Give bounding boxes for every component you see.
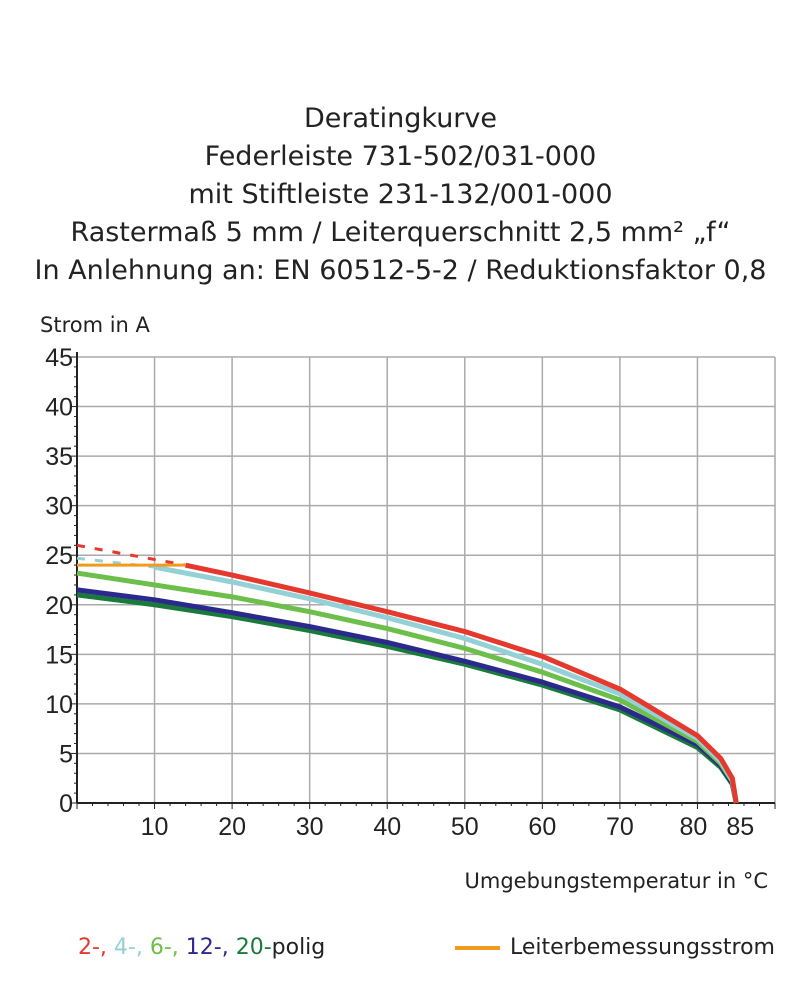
x-tick-label: 20 bbox=[218, 813, 246, 841]
y-tick-label: 5 bbox=[59, 740, 73, 768]
legend-entry: polig bbox=[271, 935, 326, 960]
y-tick-label: 30 bbox=[45, 493, 73, 521]
legend-entry: 4-, bbox=[106, 935, 143, 960]
x-axis-label: Umgebungstemperatur in °C bbox=[465, 869, 769, 893]
title-line: Rastermaß 5 mm / Leiterquerschnitt 2,5 m… bbox=[70, 217, 731, 248]
y-tick-label: 25 bbox=[45, 542, 73, 570]
y-tick-label: 10 bbox=[45, 691, 73, 719]
legend-entry: 6-, bbox=[142, 935, 179, 960]
chart-title: Deratingkurve Federleiste 731-502/031-00… bbox=[0, 100, 801, 290]
y-tick-label: 45 bbox=[45, 344, 73, 372]
legend-entry: 2-, bbox=[78, 935, 107, 960]
rated-current-swatch bbox=[455, 945, 500, 950]
y-tick-label: 40 bbox=[45, 394, 73, 422]
legend-entry: 20- bbox=[228, 935, 272, 960]
y-tick-label: 20 bbox=[45, 592, 73, 620]
x-tick-label: 60 bbox=[528, 813, 556, 841]
series-line-dashed bbox=[76, 543, 186, 567]
x-tick-label: 70 bbox=[606, 813, 634, 841]
series-line-dashed bbox=[76, 556, 155, 569]
y-tick-label: 15 bbox=[45, 641, 73, 669]
y-tick-label: 0 bbox=[59, 790, 73, 818]
series-legend: 2-, 4-, 6-, 12-, 20-polig bbox=[78, 935, 325, 960]
x-tick-label: 40 bbox=[373, 813, 401, 841]
x-tick-label: 30 bbox=[296, 813, 324, 841]
rated-current-label: Leiterbemessungsstrom bbox=[510, 935, 775, 960]
series-line bbox=[185, 562, 739, 804]
y-tick-label: 35 bbox=[45, 443, 73, 471]
rated-current-legend: Leiterbemessungsstrom bbox=[455, 935, 775, 960]
title-line: Deratingkurve bbox=[304, 103, 497, 134]
series-line bbox=[154, 564, 739, 804]
title-line: In Anlehnung an: EN 60512-5-2 / Reduktio… bbox=[34, 255, 767, 286]
x-tick-label: 80 bbox=[680, 813, 708, 841]
title-line: Federleiste 731-502/031-000 bbox=[204, 141, 597, 172]
legend-entry: 12-, bbox=[178, 935, 229, 960]
y-axis-label: Strom in A bbox=[40, 313, 151, 337]
title-line: mit Stiftleiste 231-132/001-000 bbox=[188, 179, 613, 210]
x-tick-label: 10 bbox=[141, 813, 169, 841]
x-tick-label: 50 bbox=[451, 813, 479, 841]
x-tick-label: 85 bbox=[726, 813, 754, 841]
